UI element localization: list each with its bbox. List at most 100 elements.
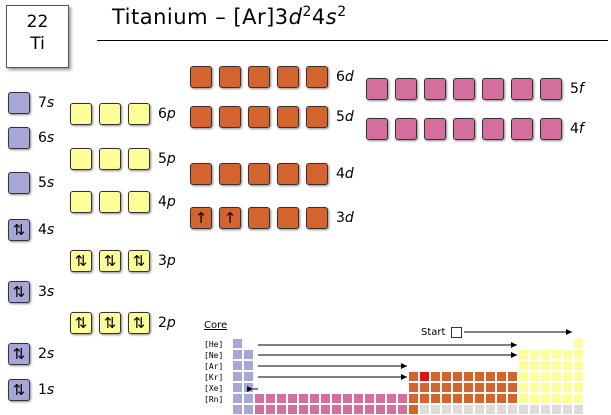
- core-label: [He]: [204, 340, 224, 349]
- table-cell: [364, 404, 375, 415]
- subshell-number: 5: [336, 109, 345, 125]
- current-element-cell: [419, 371, 430, 382]
- table-cell: [562, 382, 573, 393]
- table-cell: [430, 404, 441, 415]
- table-cell: [573, 404, 584, 415]
- table-cell: [474, 371, 485, 382]
- orbital-box: [306, 163, 328, 185]
- subshell-letter: d: [344, 210, 354, 226]
- table-cell: [276, 393, 287, 404]
- subshell-label: 2s: [38, 346, 54, 362]
- arrow-head: [511, 342, 517, 348]
- subshell-letter: d: [344, 69, 354, 85]
- table-cell: [551, 360, 562, 371]
- table-cell: [342, 404, 353, 415]
- subshell-number: 4: [570, 121, 579, 137]
- subshell-number: 6: [158, 106, 167, 122]
- orbital-box: [277, 163, 299, 185]
- table-cell: [518, 404, 529, 415]
- orbital-box: [482, 78, 504, 100]
- table-cell: [441, 404, 452, 415]
- subshell-letter: s: [46, 95, 55, 111]
- subshell-letter: p: [166, 106, 176, 122]
- orbital-box: [511, 118, 533, 140]
- subshell-number: 3: [336, 210, 345, 226]
- table-cell: [507, 404, 518, 415]
- core-label: [Ne]: [204, 351, 224, 360]
- subshell-letter: d: [344, 109, 354, 125]
- subshell-letter: p: [166, 315, 176, 331]
- table-cell: [320, 393, 331, 404]
- table-cell: [463, 393, 474, 404]
- atomic-number: 22: [26, 12, 49, 32]
- core-label: [Xe]: [204, 384, 224, 393]
- orbital-box: ⇅: [128, 250, 150, 272]
- subshell-label: 5f: [570, 81, 584, 97]
- table-cell: [254, 393, 265, 404]
- table-cell: [243, 393, 254, 404]
- subshell-number: 5: [570, 81, 579, 97]
- title-orbital-d: d: [288, 5, 303, 29]
- table-cell: [419, 404, 430, 415]
- orbital-box: [8, 92, 30, 114]
- table-cell: [529, 393, 540, 404]
- subshell-label: 5s: [38, 175, 54, 191]
- orbital-box: [277, 106, 299, 128]
- table-cell: [540, 371, 551, 382]
- subshell-number: 5: [158, 151, 167, 167]
- subshell-number: 4: [336, 166, 345, 182]
- orbital-box: [306, 66, 328, 88]
- table-cell: [485, 382, 496, 393]
- orbital-box: ⇅: [99, 312, 121, 334]
- element-box: 22 Ti: [6, 5, 69, 68]
- table-cell: [232, 393, 243, 404]
- table-cell: [474, 382, 485, 393]
- subshell-number: 2: [158, 315, 167, 331]
- table-cell: [551, 382, 562, 393]
- subshell-letter: s: [46, 284, 55, 300]
- title-mid: 4: [311, 5, 326, 29]
- title-superscript-d: 2: [302, 4, 312, 20]
- subshell-label: 3p: [158, 253, 176, 269]
- orbital-box: [540, 78, 562, 100]
- orbital-box: ⇅: [99, 250, 121, 272]
- table-cell: [287, 393, 298, 404]
- subshell-letter: f: [578, 121, 584, 137]
- orbital-box: [99, 103, 121, 125]
- table-cell: [485, 404, 496, 415]
- table-cell: [452, 382, 463, 393]
- subshell-label: 4f: [570, 121, 584, 137]
- table-cell: [232, 382, 243, 393]
- table-cell: [540, 360, 551, 371]
- title-underline: [97, 40, 608, 41]
- table-cell: [562, 393, 573, 404]
- orbital-box: [70, 191, 92, 213]
- subshell-number: 6: [336, 69, 345, 85]
- orbital-box: [248, 207, 270, 229]
- table-cell: [529, 349, 540, 360]
- element-symbol: Ti: [30, 34, 45, 54]
- orbital-box: ⇅: [128, 312, 150, 334]
- table-cell: [408, 404, 419, 415]
- table-cell: [243, 360, 254, 371]
- table-cell: [452, 404, 463, 415]
- orbital-box: ↑: [190, 207, 212, 229]
- table-cell: [243, 382, 254, 393]
- table-cell: [573, 382, 584, 393]
- orbital-box: ⇅: [70, 250, 92, 272]
- orbital-box: [99, 148, 121, 170]
- orbital-box: [424, 78, 446, 100]
- table-cell: [529, 382, 540, 393]
- table-cell: [243, 404, 254, 415]
- table-cell: [232, 371, 243, 382]
- table-cell: [386, 393, 397, 404]
- table-cell: [507, 371, 518, 382]
- orbital-box: [190, 163, 212, 185]
- subshell-letter: s: [46, 382, 55, 398]
- table-cell: [551, 393, 562, 404]
- subshell-label: 3s: [38, 284, 54, 300]
- subshell-label: 5p: [158, 151, 176, 167]
- orbital-box: [453, 118, 475, 140]
- table-cell: [331, 393, 342, 404]
